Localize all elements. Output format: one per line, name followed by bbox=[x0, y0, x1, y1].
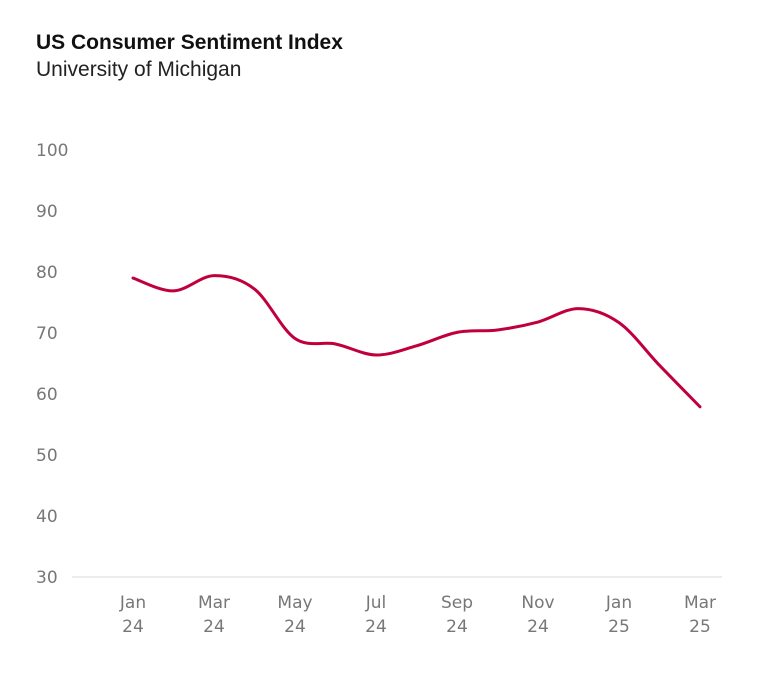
x-tick-label: 24 bbox=[527, 617, 549, 637]
y-tick-label: 50 bbox=[36, 446, 58, 466]
x-tick-label: 24 bbox=[122, 617, 144, 637]
chart-subtitle: University of Michigan bbox=[36, 58, 242, 81]
y-tick-label: 70 bbox=[36, 324, 58, 344]
series-line bbox=[131, 274, 702, 409]
x-tick-label: 25 bbox=[689, 617, 711, 637]
x-tick-label: 24 bbox=[365, 617, 387, 637]
x-tick-label: Jan bbox=[119, 593, 146, 613]
y-tick-label: 30 bbox=[36, 568, 58, 588]
x-tick-label: Sep bbox=[441, 593, 473, 613]
y-tick-label: 60 bbox=[36, 385, 58, 405]
x-tick-label: 24 bbox=[203, 617, 225, 637]
chart-title: US Consumer Sentiment Index bbox=[36, 31, 343, 54]
x-tick-label: 24 bbox=[446, 617, 468, 637]
x-tick-label: Nov bbox=[521, 593, 554, 613]
y-tick-label: 80 bbox=[36, 263, 58, 283]
x-tick-label: Mar bbox=[684, 593, 716, 613]
x-tick-label: Jul bbox=[365, 593, 387, 613]
x-tick-label: 24 bbox=[284, 617, 306, 637]
y-tick-label: 100 bbox=[36, 141, 68, 161]
x-tick-label: May bbox=[277, 593, 312, 613]
y-tick-label: 90 bbox=[36, 202, 58, 222]
x-tick-label: 25 bbox=[608, 617, 630, 637]
x-tick-label: Jan bbox=[605, 593, 632, 613]
x-tick-label: Mar bbox=[198, 593, 230, 613]
y-tick-label: 40 bbox=[36, 507, 58, 527]
